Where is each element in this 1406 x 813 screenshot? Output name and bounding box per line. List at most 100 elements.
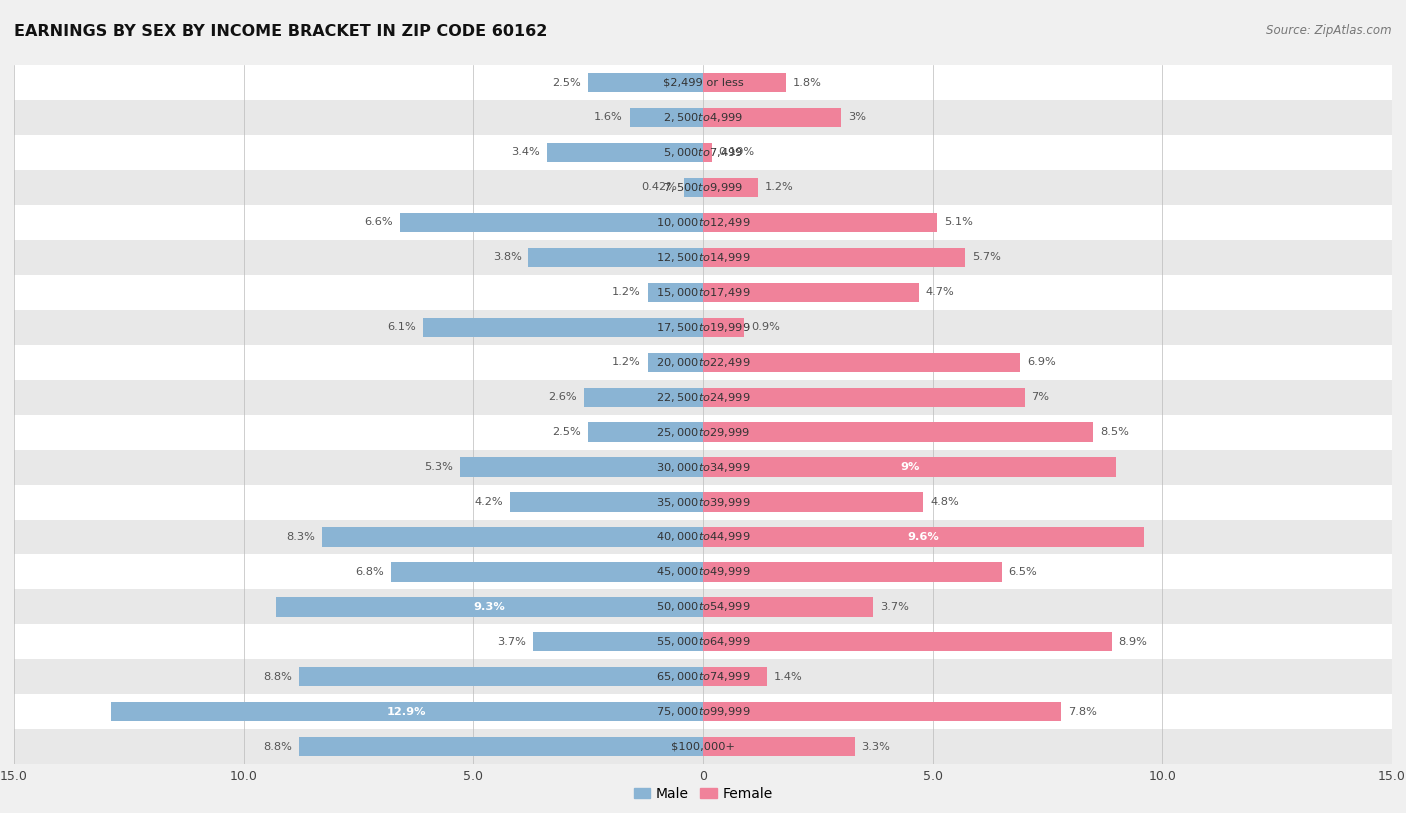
Bar — [703, 737, 855, 756]
Bar — [14, 729, 1392, 764]
Bar — [703, 213, 938, 232]
Text: 5.7%: 5.7% — [972, 252, 1001, 263]
Bar — [14, 415, 1392, 450]
Bar — [299, 667, 703, 686]
Text: $2,499 or less: $2,499 or less — [662, 77, 744, 88]
Bar — [14, 450, 1392, 485]
Text: 2.6%: 2.6% — [548, 392, 576, 402]
Text: $7,500 to $9,999: $7,500 to $9,999 — [664, 181, 742, 193]
Text: 6.1%: 6.1% — [387, 322, 416, 333]
Text: 1.2%: 1.2% — [612, 357, 641, 367]
Text: 6.9%: 6.9% — [1026, 357, 1056, 367]
Bar — [703, 318, 744, 337]
Bar — [14, 659, 1392, 694]
Bar — [14, 520, 1392, 554]
Bar — [703, 633, 1112, 651]
Bar — [399, 213, 703, 232]
Text: 0.42%: 0.42% — [641, 182, 676, 193]
Bar — [14, 65, 1392, 100]
Text: $5,000 to $7,499: $5,000 to $7,499 — [664, 146, 742, 159]
Bar — [703, 388, 1025, 406]
Bar — [703, 702, 1062, 721]
Bar — [703, 458, 1116, 476]
Text: EARNINGS BY SEX BY INCOME BRACKET IN ZIP CODE 60162: EARNINGS BY SEX BY INCOME BRACKET IN ZIP… — [14, 24, 547, 39]
Text: 3.3%: 3.3% — [862, 741, 890, 752]
Text: $10,000 to $12,499: $10,000 to $12,499 — [655, 216, 751, 228]
Text: $40,000 to $44,999: $40,000 to $44,999 — [655, 531, 751, 543]
Text: $35,000 to $39,999: $35,000 to $39,999 — [655, 496, 751, 508]
Bar — [703, 493, 924, 511]
Text: 5.1%: 5.1% — [945, 217, 973, 228]
Text: 8.5%: 8.5% — [1101, 427, 1129, 437]
Bar — [703, 143, 711, 162]
Text: $15,000 to $17,499: $15,000 to $17,499 — [655, 286, 751, 298]
Text: $50,000 to $54,999: $50,000 to $54,999 — [655, 601, 751, 613]
Bar — [630, 108, 703, 127]
Bar — [583, 388, 703, 406]
Bar — [14, 554, 1392, 589]
Bar — [648, 353, 703, 372]
Text: 2.5%: 2.5% — [553, 427, 581, 437]
Bar — [703, 283, 920, 302]
Text: $12,500 to $14,999: $12,500 to $14,999 — [655, 251, 751, 263]
Text: 6.6%: 6.6% — [364, 217, 392, 228]
Bar — [547, 143, 703, 162]
Bar — [299, 737, 703, 756]
Text: 9%: 9% — [900, 462, 920, 472]
Text: $25,000 to $29,999: $25,000 to $29,999 — [655, 426, 751, 438]
Text: 1.8%: 1.8% — [793, 77, 821, 88]
Bar — [703, 73, 786, 92]
Bar — [14, 624, 1392, 659]
Bar — [14, 589, 1392, 624]
Text: 9.6%: 9.6% — [908, 532, 939, 542]
Text: 1.6%: 1.6% — [593, 112, 623, 123]
Legend: Male, Female: Male, Female — [628, 781, 778, 806]
Text: 3.7%: 3.7% — [498, 637, 526, 647]
Bar — [703, 178, 758, 197]
Bar — [423, 318, 703, 337]
Bar — [14, 485, 1392, 520]
Text: $20,000 to $22,499: $20,000 to $22,499 — [655, 356, 751, 368]
Text: 3.8%: 3.8% — [492, 252, 522, 263]
Text: 1.2%: 1.2% — [765, 182, 794, 193]
Text: $100,000+: $100,000+ — [671, 741, 735, 752]
Text: $17,500 to $19,999: $17,500 to $19,999 — [655, 321, 751, 333]
Text: 8.9%: 8.9% — [1119, 637, 1147, 647]
Text: 1.2%: 1.2% — [612, 287, 641, 298]
Bar — [588, 73, 703, 92]
Text: 6.5%: 6.5% — [1008, 567, 1038, 577]
Bar — [14, 135, 1392, 170]
Bar — [111, 702, 703, 721]
Bar — [14, 345, 1392, 380]
Text: 3%: 3% — [848, 112, 866, 123]
Text: 2.5%: 2.5% — [553, 77, 581, 88]
Bar — [703, 528, 1144, 546]
Text: 6.8%: 6.8% — [356, 567, 384, 577]
Text: $2,500 to $4,999: $2,500 to $4,999 — [664, 111, 742, 124]
Bar — [703, 423, 1094, 441]
Text: 9.3%: 9.3% — [474, 602, 505, 612]
Text: 8.8%: 8.8% — [263, 672, 292, 682]
Text: $55,000 to $64,999: $55,000 to $64,999 — [655, 636, 751, 648]
Text: 7%: 7% — [1032, 392, 1049, 402]
Text: 5.3%: 5.3% — [423, 462, 453, 472]
Text: 3.4%: 3.4% — [512, 147, 540, 158]
Bar — [14, 240, 1392, 275]
Bar — [703, 667, 768, 686]
Text: 1.4%: 1.4% — [775, 672, 803, 682]
Bar — [648, 283, 703, 302]
Bar — [588, 423, 703, 441]
Bar — [683, 178, 703, 197]
Bar — [703, 563, 1001, 581]
Bar — [510, 493, 703, 511]
Bar — [391, 563, 703, 581]
Text: $75,000 to $99,999: $75,000 to $99,999 — [655, 706, 751, 718]
Text: 4.8%: 4.8% — [931, 497, 959, 507]
Bar — [703, 108, 841, 127]
Bar — [460, 458, 703, 476]
Text: 12.9%: 12.9% — [387, 706, 426, 717]
Bar — [533, 633, 703, 651]
Text: 0.19%: 0.19% — [718, 147, 755, 158]
Bar — [14, 205, 1392, 240]
Bar — [703, 248, 965, 267]
